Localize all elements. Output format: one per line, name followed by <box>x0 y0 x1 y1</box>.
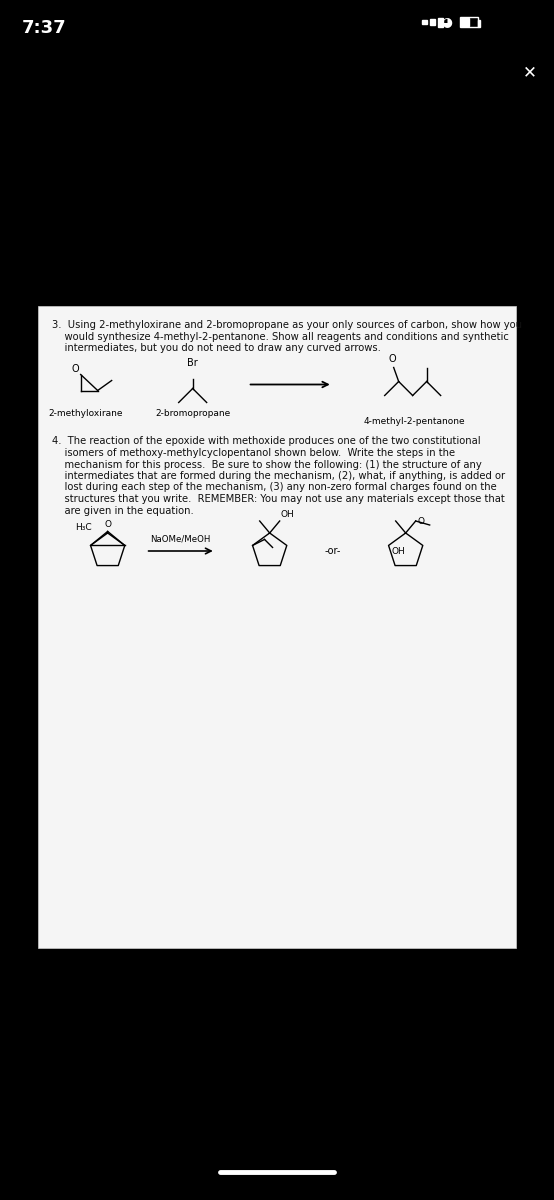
Text: ◕: ◕ <box>442 16 453 29</box>
Text: lost during each step of the mechanism, (3) any non-zero formal charges found on: lost during each step of the mechanism, … <box>52 482 496 492</box>
Text: 3.  Using 2-methyloxirane and 2-bromopropane as your only sources of carbon, sho: 3. Using 2-methyloxirane and 2-bromoprop… <box>52 320 522 330</box>
Bar <box>430 19 435 25</box>
Text: ✕: ✕ <box>523 62 537 80</box>
Text: H₃C: H₃C <box>75 523 91 532</box>
Text: isomers of methoxy-methylcyclopentanol shown below.  Write the steps in the: isomers of methoxy-methylcyclopentanol s… <box>52 448 455 458</box>
Text: intermediates, but you do not need to draw any curved arrows.: intermediates, but you do not need to dr… <box>52 343 381 353</box>
Text: O: O <box>104 521 111 529</box>
Text: OH: OH <box>392 547 406 557</box>
Text: 4-methyl-2-pentanone: 4-methyl-2-pentanone <box>364 416 465 426</box>
Text: 7:37: 7:37 <box>22 19 66 37</box>
Text: 2-bromopropane: 2-bromopropane <box>155 408 230 418</box>
Text: are given in the equation.: are given in the equation. <box>52 505 193 516</box>
Text: O: O <box>71 364 79 373</box>
Text: O: O <box>389 354 397 365</box>
Bar <box>478 19 480 26</box>
Bar <box>438 18 443 26</box>
Text: Br: Br <box>187 359 198 368</box>
Text: intermediates that are formed during the mechanism, (2), what, if anything, is a: intermediates that are formed during the… <box>52 470 505 481</box>
Text: -or-: -or- <box>325 546 341 556</box>
Bar <box>461 18 469 26</box>
Text: mechanism for this process.  Be sure to show the following: (1) the structure of: mechanism for this process. Be sure to s… <box>52 460 481 469</box>
Text: NaOMe/MeOH: NaOMe/MeOH <box>151 534 211 542</box>
Bar <box>422 20 427 24</box>
Text: 4.  The reaction of the epoxide with methoxide produces one of the two constitut: 4. The reaction of the epoxide with meth… <box>52 437 480 446</box>
Text: structures that you write.  REMEMBER: You may not use any materials except those: structures that you write. REMEMBER: You… <box>52 494 505 504</box>
Text: OH: OH <box>281 510 294 518</box>
Text: would synthesize 4-methyl-2-pentanone. Show all reagents and conditions and synt: would synthesize 4-methyl-2-pentanone. S… <box>52 331 509 342</box>
FancyBboxPatch shape <box>38 306 516 948</box>
Text: O: O <box>418 516 425 526</box>
Text: 2-methyloxirane: 2-methyloxirane <box>48 408 123 418</box>
